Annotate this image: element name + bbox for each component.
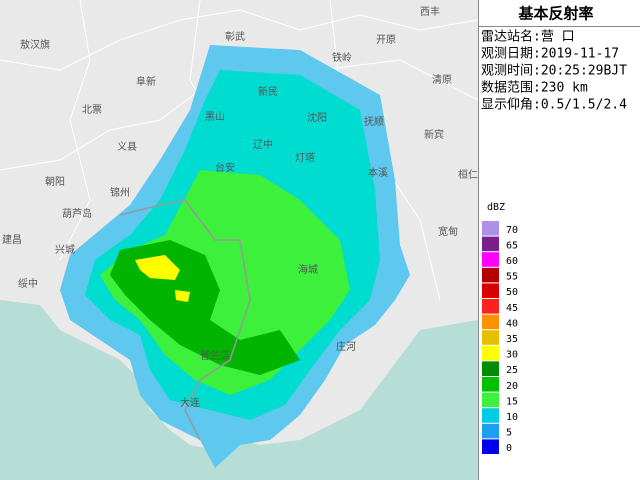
legend-unit: dBZ (487, 202, 505, 213)
place-label: 敖汉旗 (20, 38, 50, 51)
legend-swatch (482, 221, 499, 236)
place-label: 阜新 (136, 75, 156, 88)
place-label: 桓仁 (458, 168, 478, 181)
place-label: 本溪 (368, 166, 388, 179)
legend-swatch (482, 361, 499, 376)
legend-swatch (482, 236, 499, 252)
place-label: 大连 (180, 396, 200, 409)
echo-green (100, 170, 350, 395)
legend-label: 15 (506, 396, 518, 407)
range: 数据范围:230 km (481, 81, 588, 96)
place-label: 锦州 (110, 186, 130, 199)
legend-swatch (482, 252, 499, 267)
legend-swatch (482, 408, 499, 423)
place-label: 北票 (82, 104, 102, 116)
legend-label: 25 (506, 365, 518, 376)
legend-label: 10 (506, 412, 518, 423)
place-label: 沈阳 (307, 111, 327, 124)
legend-swatch (482, 299, 499, 314)
place-label: 彰武 (225, 30, 245, 43)
legend-swatch (482, 345, 499, 361)
legend-swatch (482, 439, 499, 454)
place-label: 朝阳 (45, 176, 65, 188)
place-label: 灯塔 (295, 151, 315, 164)
time: 观测时间:20:25:29BJT (481, 64, 627, 79)
place-label: 葫芦岛 (62, 207, 92, 220)
panel-title: 基本反射率 (517, 5, 593, 23)
place-label: 宽甸 (438, 225, 458, 238)
place-label: 兴城 (55, 244, 75, 256)
legend-swatch (482, 330, 499, 345)
legend-label: 50 (506, 287, 518, 298)
place-label: 建昌 (2, 233, 22, 246)
place-label: 抚顺 (364, 116, 384, 128)
legend-swatch (482, 314, 499, 330)
legend-swatch (482, 423, 499, 439)
elevation: 显示仰角:0.5/1.5/2.4 (481, 98, 627, 113)
place-label: 铁岭 (332, 51, 352, 64)
legend-label: 0 (506, 443, 512, 454)
legend-label: 20 (506, 381, 518, 392)
legend-label: 30 (506, 350, 518, 361)
legend-label: 70 (506, 225, 518, 236)
date: 观测日期:2019-11-17 (481, 47, 619, 62)
legend-label: 45 (506, 303, 518, 314)
place-label: 新宾 (424, 128, 444, 141)
place-label: 新民 (258, 85, 278, 98)
echo-strong (175, 290, 190, 302)
legend-label: 60 (506, 256, 518, 267)
place-label: 海城 (298, 263, 318, 276)
place-label: 绥中 (18, 277, 38, 290)
place-label: 普兰店 (200, 349, 230, 362)
legend-label: 5 (506, 428, 512, 439)
place-label: 清原 (432, 73, 452, 86)
place-label: 辽中 (253, 138, 273, 151)
place-label: 西丰 (420, 5, 440, 18)
place-label: 庄河 (336, 340, 356, 353)
legend-label: 35 (506, 334, 518, 345)
coastline (119, 199, 251, 441)
legend-swatch (482, 283, 499, 298)
legend-label: 65 (506, 240, 518, 251)
legend-swatch (482, 377, 499, 392)
station: 雷达站名:营 口 (481, 29, 575, 45)
place-label: 义县 (117, 141, 137, 153)
place-label: 台安 (215, 161, 235, 174)
legend-label: 40 (506, 318, 518, 329)
legend-swatch (482, 267, 499, 283)
sea (0, 300, 478, 480)
place-label: 开原 (376, 34, 396, 46)
info-panel (478, 0, 640, 480)
echo-strong (135, 255, 180, 280)
place-label: 黑山 (205, 111, 225, 123)
legend-swatch (482, 392, 499, 408)
legend-label: 55 (506, 272, 518, 283)
